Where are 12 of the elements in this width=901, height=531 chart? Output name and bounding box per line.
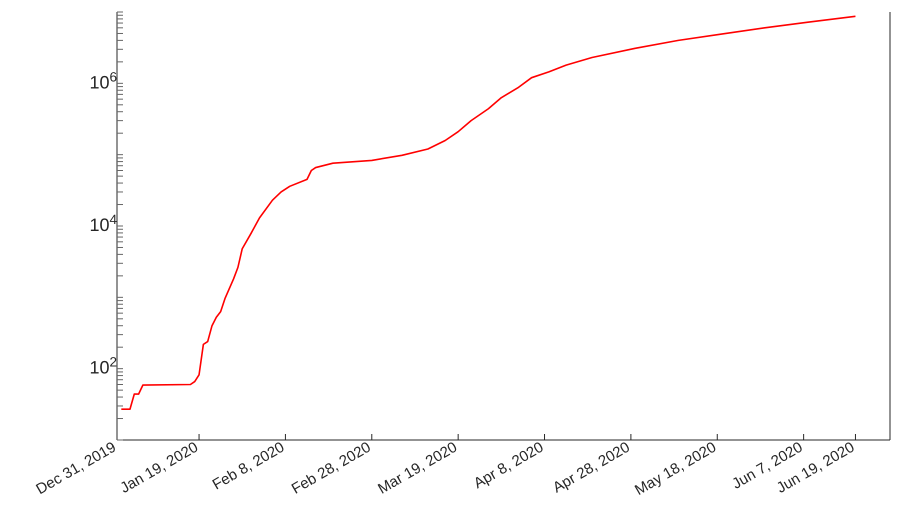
y-tick-label: 10$^{6}$ <box>89 68 117 92</box>
x-tick-label: Dec 31, 2019 <box>33 438 119 498</box>
x-tick-label: Apr 28, 2020 <box>550 438 633 496</box>
x-tick-label: Feb 8, 2020 <box>210 438 288 494</box>
y-tick-label: 10$^{2}$ <box>89 354 117 378</box>
x-tick-label: Apr 8, 2020 <box>470 438 547 492</box>
x-tick-label: Jan 19, 2020 <box>117 438 202 497</box>
x-tick-label: Feb 28, 2020 <box>288 438 374 498</box>
x-tick-label: May 18, 2020 <box>632 438 720 499</box>
line-series <box>120 16 856 410</box>
x-tick-label: Mar 19, 2020 <box>375 438 460 498</box>
y-tick-label: 10$^{4}$ <box>89 212 118 235</box>
